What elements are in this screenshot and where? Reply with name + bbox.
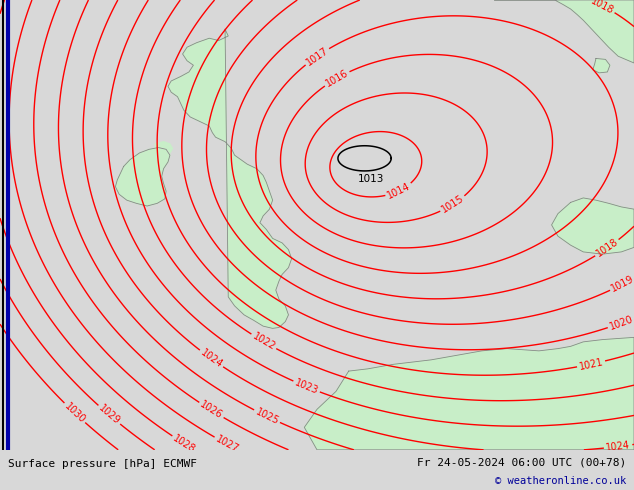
Text: 1014: 1014	[385, 181, 412, 201]
Text: 1028: 1028	[171, 433, 197, 455]
Text: 1030: 1030	[62, 401, 87, 425]
Text: 1021: 1021	[578, 357, 604, 371]
Polygon shape	[593, 58, 610, 73]
Text: 1024: 1024	[198, 347, 224, 370]
Text: 1027: 1027	[214, 434, 240, 455]
Text: 1018: 1018	[589, 0, 616, 16]
Text: 1026: 1026	[198, 399, 224, 421]
Text: 1025: 1025	[254, 406, 280, 426]
Text: Surface pressure [hPa] ECMWF: Surface pressure [hPa] ECMWF	[8, 459, 197, 469]
Polygon shape	[115, 147, 170, 206]
Text: 1019: 1019	[610, 274, 634, 294]
Text: 1022: 1022	[250, 331, 277, 352]
Polygon shape	[155, 142, 172, 154]
Text: 1029: 1029	[96, 403, 122, 427]
Text: 1018: 1018	[594, 237, 620, 259]
Text: Fr 24-05-2024 06:00 UTC (00+78): Fr 24-05-2024 06:00 UTC (00+78)	[417, 458, 626, 467]
Polygon shape	[552, 198, 634, 254]
Text: 1020: 1020	[608, 314, 634, 332]
Polygon shape	[304, 337, 634, 450]
Text: 1013: 1013	[358, 174, 384, 184]
Text: 1015: 1015	[440, 194, 466, 215]
Text: 1023: 1023	[294, 377, 320, 396]
Polygon shape	[495, 0, 634, 63]
Text: © weatheronline.co.uk: © weatheronline.co.uk	[495, 476, 626, 486]
Text: 1017: 1017	[304, 45, 330, 68]
Text: 1024: 1024	[605, 440, 631, 453]
Text: 1016: 1016	[324, 68, 350, 89]
Polygon shape	[168, 29, 292, 328]
